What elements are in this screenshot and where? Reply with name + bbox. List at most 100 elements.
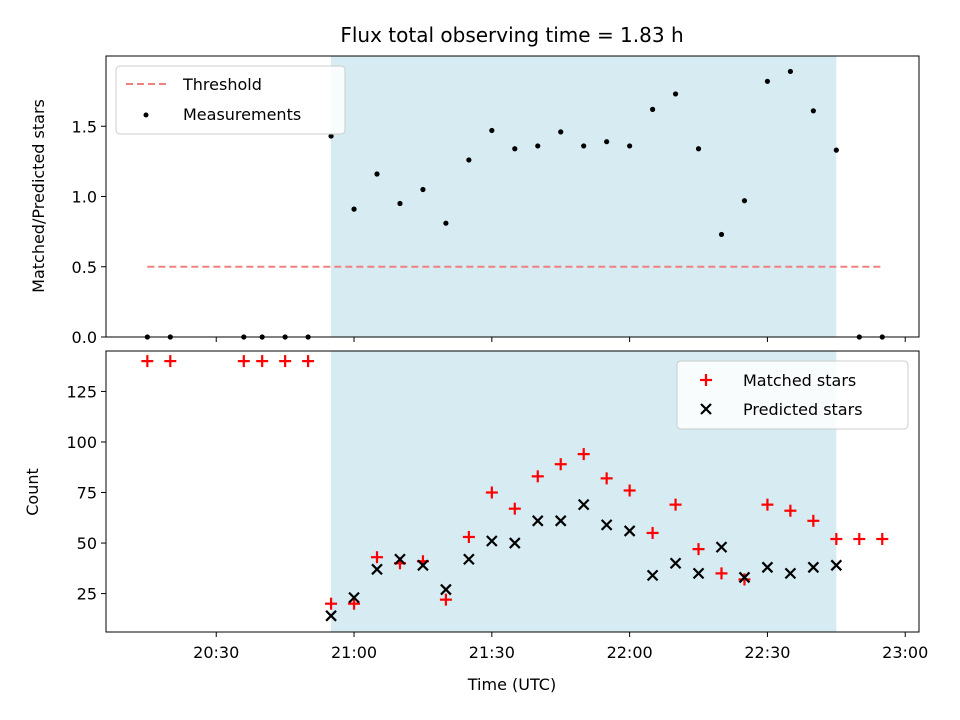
x-tick-label: 22:30 bbox=[744, 643, 790, 662]
measurement-point bbox=[581, 143, 587, 149]
matched-star-point bbox=[256, 355, 269, 368]
x-tick-label: 21:00 bbox=[331, 643, 377, 662]
predicted-star-point bbox=[463, 553, 475, 566]
predicted-star-point bbox=[784, 567, 797, 580]
observing-window-shade-top bbox=[331, 56, 837, 337]
bottom-legend-box bbox=[676, 360, 909, 430]
predicted-stars-legend-label: Predicted stars bbox=[743, 400, 863, 419]
matched-star-point bbox=[692, 543, 705, 556]
measurement-point bbox=[328, 133, 334, 139]
predicted-star-point bbox=[715, 541, 728, 553]
matched-star-point bbox=[807, 514, 820, 527]
predicted-star-point bbox=[738, 571, 751, 584]
x-axis-label: Time (UTC) bbox=[467, 675, 556, 694]
matched-star-point bbox=[830, 533, 843, 546]
bottom-legend: Matched stars Predicted stars bbox=[676, 360, 909, 430]
measurement-point bbox=[810, 108, 816, 114]
measurements-legend-marker bbox=[143, 112, 149, 118]
measurement-point bbox=[627, 143, 633, 149]
top-legend: Threshold Measurements bbox=[115, 65, 346, 135]
x-tick-label: 20:30 bbox=[193, 643, 239, 662]
matched-star-point bbox=[508, 502, 521, 515]
measurement-point bbox=[374, 171, 380, 177]
top-y-tick-label: 1.5 bbox=[72, 117, 97, 136]
x-tick-label: 22:00 bbox=[607, 643, 653, 662]
matched-star-point bbox=[715, 567, 728, 580]
matched-star-point bbox=[325, 597, 338, 610]
predicted-star-point bbox=[417, 559, 429, 572]
measurement-point bbox=[466, 157, 472, 163]
predicted-star-point bbox=[830, 559, 843, 572]
matched-star-point bbox=[141, 355, 154, 368]
measurement-point bbox=[535, 143, 541, 149]
measurement-point bbox=[351, 206, 357, 212]
predicted-star-point bbox=[623, 525, 636, 537]
measurement-point bbox=[672, 91, 679, 97]
matched-star-point bbox=[302, 355, 315, 368]
chart-title: Flux total observing time = 1.83 h bbox=[340, 23, 683, 47]
measurement-point bbox=[649, 106, 656, 112]
top-y-axis-label: Matched/Predicted stars bbox=[29, 99, 48, 293]
matched-star-point bbox=[577, 448, 590, 461]
measurement-point bbox=[718, 231, 725, 238]
matched-star-point bbox=[164, 355, 177, 368]
predicted-star-point bbox=[509, 537, 521, 549]
predicted-star-point bbox=[394, 553, 406, 566]
bottom-panel-marks bbox=[141, 355, 889, 622]
top-y-tick-label: 1.0 bbox=[72, 188, 97, 207]
bottom-y-axis-label: Count bbox=[23, 468, 42, 516]
bottom-y-tick-label: 50 bbox=[77, 534, 97, 553]
matched-star-point bbox=[348, 597, 361, 610]
predicted-star-point bbox=[692, 567, 705, 580]
matched-star-point bbox=[761, 498, 774, 511]
matched-star-point bbox=[738, 573, 751, 586]
predicted-star-point bbox=[761, 561, 774, 574]
matched-star-point bbox=[876, 533, 889, 546]
measurement-point bbox=[833, 147, 839, 153]
matched-star-point bbox=[531, 470, 544, 483]
matched-star-point bbox=[279, 355, 292, 368]
bottom-y-tick-label: 75 bbox=[77, 484, 97, 503]
measurement-point bbox=[397, 200, 403, 207]
matched-star-point bbox=[485, 486, 498, 499]
matched-stars-legend-marker bbox=[700, 374, 712, 386]
predicted-star-point bbox=[325, 610, 337, 622]
measurement-point bbox=[420, 186, 426, 193]
matched-star-point bbox=[371, 551, 383, 564]
top-panel-ticks: 0.0 0.5 1.0 1.5 bbox=[72, 117, 906, 347]
bottom-panel-frame bbox=[105, 350, 920, 633]
bottom-y-tick-label: 100 bbox=[66, 433, 97, 452]
bottom-y-tick-label: 125 bbox=[66, 382, 97, 401]
top-y-tick-label: 0.5 bbox=[72, 258, 97, 277]
predicted-star-point bbox=[807, 561, 820, 574]
predicted-star-point bbox=[600, 519, 613, 531]
predicted-star-point bbox=[669, 557, 682, 570]
matched-star-point bbox=[462, 530, 475, 543]
predicted-stars-legend-marker bbox=[700, 403, 712, 415]
measurement-point bbox=[558, 129, 564, 135]
matched-star-point bbox=[600, 472, 613, 485]
measurement-point bbox=[512, 146, 518, 152]
measurement-point bbox=[489, 127, 495, 134]
predicted-star-point bbox=[577, 498, 590, 511]
matched-star-point bbox=[554, 458, 567, 471]
bottom-panel-ticks: 20:30 21:00 21:30 22:00 22:30 23:00 25 50 75 100 1… bbox=[66, 382, 928, 662]
matched-star-point bbox=[623, 484, 636, 497]
predicted-star-point bbox=[371, 563, 383, 576]
predicted-star-point bbox=[348, 591, 360, 604]
measurement-point bbox=[787, 68, 793, 75]
matched-star-point bbox=[237, 355, 250, 368]
measurement-point bbox=[604, 139, 610, 145]
measurement-point bbox=[764, 78, 771, 84]
predicted-star-point bbox=[646, 569, 659, 582]
measurements-legend-label: Measurements bbox=[183, 105, 301, 124]
top-y-tick-label: 0.0 bbox=[72, 328, 97, 347]
matched-star-point bbox=[784, 504, 797, 517]
predicted-star-point bbox=[486, 535, 498, 547]
matched-star-point bbox=[669, 498, 682, 511]
predicted-star-point bbox=[554, 515, 567, 527]
matched-star-point bbox=[646, 526, 659, 539]
predicted-star-point bbox=[531, 515, 544, 527]
x-tick-label: 23:00 bbox=[882, 643, 928, 662]
